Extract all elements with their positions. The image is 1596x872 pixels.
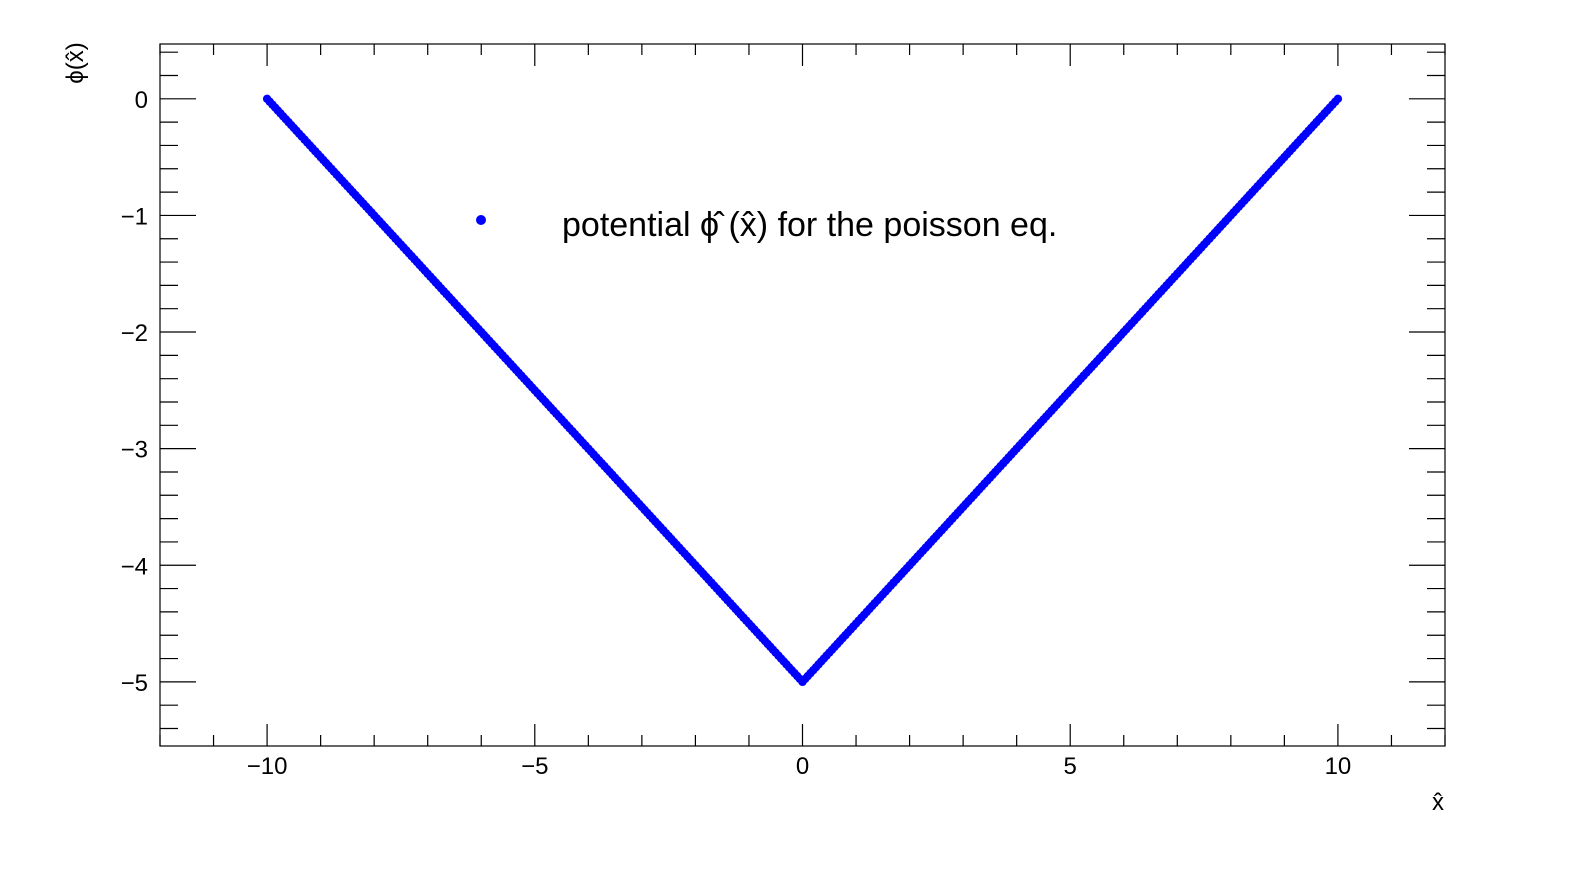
y-tick-label: 0 (135, 87, 148, 114)
data-point (1333, 94, 1343, 104)
x-tick-label: −10 (247, 753, 288, 780)
x-tick-label: −5 (521, 753, 548, 780)
data-points (262, 94, 1343, 687)
y-axis-label: ϕ(x̂) (62, 42, 89, 83)
y-tick-label: −2 (121, 320, 148, 347)
x-tick-label: 5 (1064, 753, 1077, 780)
axis-ticks (159, 44, 1446, 746)
y-tick-label: −3 (121, 437, 148, 464)
legend-entry: potential ϕ̂ (x̂) for the poisson eq. (562, 206, 1057, 244)
axis-tick-labels: −10 −5 0 5 10 0 −1 −2 −3 −4 −5 (121, 87, 1352, 780)
x-tick-label: 10 (1325, 753, 1352, 780)
y-tick-label: −1 (121, 203, 148, 230)
plot-frame (159, 43, 1446, 747)
legend: potential ϕ̂ (x̂) for the poisson eq. (476, 206, 1057, 244)
y-tick-label: −4 (121, 553, 148, 580)
x-tick-label: 0 (796, 753, 809, 780)
legend-marker (476, 215, 486, 225)
x-axis-label: x̂ (1432, 789, 1444, 816)
y-tick-label: −5 (121, 670, 148, 697)
